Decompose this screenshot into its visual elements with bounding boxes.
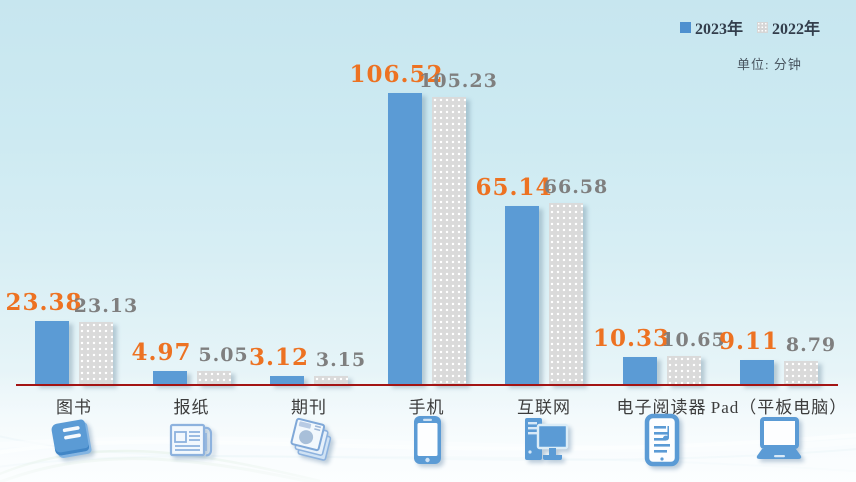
legend-item-2022年: 2022年 [757, 15, 820, 39]
value-label-2022: 5.05 [198, 344, 249, 367]
bar-2022-5 [549, 202, 583, 385]
category-label: 图书 [56, 398, 92, 417]
bar-2022-7 [784, 360, 818, 385]
category-label: 手机 [408, 398, 445, 417]
category-label: 电子阅读器 [616, 398, 707, 417]
value-label-2022: 66.58 [543, 175, 609, 198]
bar-2022-4 [431, 96, 466, 385]
value-label-2023: 23.38 [5, 288, 83, 316]
category-label: Pad（平板电脑） [710, 398, 848, 417]
value-label-2023: 10.33 [592, 324, 671, 352]
bar-2022-6 [666, 355, 701, 385]
value-label-2022: 8.79 [785, 333, 837, 356]
bar-2022-2 [196, 371, 231, 385]
bar-2023-7 [740, 360, 774, 385]
legend-label: 2023年 [695, 21, 744, 38]
ereader-icon [634, 412, 690, 468]
legend-swatch-solid [680, 21, 691, 33]
laptop-icon [751, 412, 807, 468]
category-label: 报纸 [173, 398, 210, 417]
category-label: 期刊 [291, 398, 327, 417]
bar-2023-1 [35, 320, 69, 385]
value-label-2023: 9.11 [718, 328, 780, 355]
bar-2023-5 [505, 206, 539, 385]
category-label: 互联网 [517, 398, 571, 417]
value-label-2022: 105.23 [419, 69, 498, 92]
legend-swatch-dotted [757, 21, 769, 33]
bar-2023-6 [622, 356, 657, 385]
bar-2022-3 [314, 376, 348, 385]
value-label-2023: 4.97 [131, 339, 192, 367]
bar-2022-1 [79, 321, 113, 385]
bar-2023-2 [152, 371, 187, 385]
bar-2023-3 [270, 376, 304, 385]
magazine-icon [281, 412, 337, 468]
value-label-2022: 3.15 [315, 349, 367, 372]
book-icon [46, 412, 102, 468]
legend-item-2023年: 2023年 [680, 15, 743, 39]
value-label-2023: 3.12 [248, 344, 310, 372]
legend-label: 2022年 [772, 21, 821, 38]
computer-icon [516, 412, 572, 468]
chart-legend: 2023年 2022年 [680, 15, 820, 39]
value-label-2022: 10.65 [661, 328, 726, 351]
x-axis-line [16, 384, 838, 386]
phone-icon [399, 412, 455, 468]
unit-label: 单位: 分钟 [737, 57, 802, 72]
value-label-2022: 23.13 [73, 294, 139, 317]
value-label-2023: 106.52 [349, 61, 444, 88]
bar-2023-4 [387, 93, 422, 385]
newspaper-icon [164, 412, 220, 468]
value-label-2023: 65.14 [475, 174, 553, 202]
